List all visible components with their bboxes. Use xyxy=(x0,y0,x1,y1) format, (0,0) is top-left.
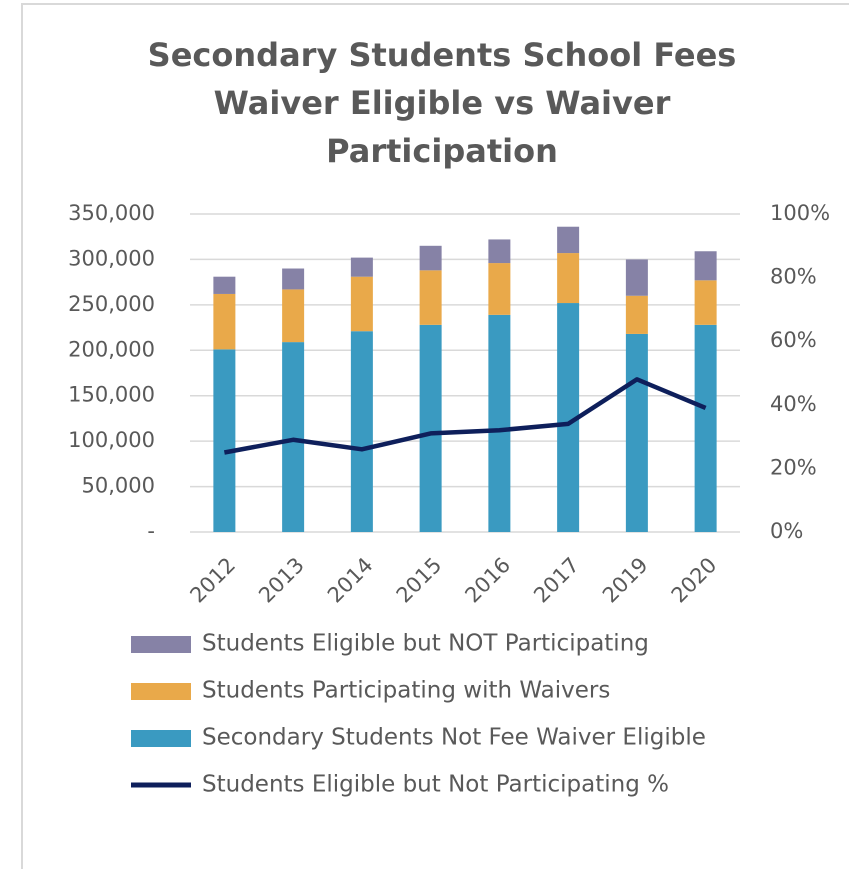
bar xyxy=(213,349,236,532)
x-tick-label: 2020 xyxy=(667,553,722,608)
bar xyxy=(694,280,717,325)
legend-label: Students Eligible but Not Participating … xyxy=(202,772,669,798)
bar xyxy=(488,263,511,315)
x-tick-label: 2017 xyxy=(529,553,584,608)
y2-tick-label: 60% xyxy=(770,328,817,352)
y2-tick-label: 100% xyxy=(770,201,830,225)
y-tick-label: - xyxy=(147,519,155,543)
bar xyxy=(419,270,442,325)
bar xyxy=(625,259,648,296)
chart-title-line: Waiver Eligible vs Waiver xyxy=(214,84,671,122)
bar xyxy=(557,303,580,532)
bar xyxy=(625,333,648,532)
y2-tick-label: 0% xyxy=(770,519,803,543)
x-tick-label: 2015 xyxy=(392,553,447,608)
bar xyxy=(488,239,511,264)
chart-title-line: Secondary Students School Fees xyxy=(148,36,737,74)
x-tick-label: 2019 xyxy=(598,553,653,608)
line xyxy=(223,377,707,455)
y-tick-label: 350,000 xyxy=(68,201,155,225)
x-tick-label: 2016 xyxy=(460,553,515,608)
y-tick-label: 250,000 xyxy=(68,292,155,316)
y2-tick-label: 40% xyxy=(770,392,817,416)
legend-swatch xyxy=(131,636,191,653)
y-tick-label: 100,000 xyxy=(68,428,155,452)
bar xyxy=(282,289,305,343)
x-tick-label: 2013 xyxy=(254,553,309,608)
legend-label: Secondary Students Not Fee Waiver Eligib… xyxy=(202,725,706,751)
y-tick-label: 200,000 xyxy=(68,337,155,361)
y-tick-label: 50,000 xyxy=(82,474,155,498)
bar xyxy=(213,276,236,294)
chart-frame xyxy=(21,3,849,869)
y2-tick-label: 80% xyxy=(770,265,817,289)
bar xyxy=(557,253,580,304)
legend-label: Students Eligible but NOT Participating xyxy=(202,631,649,657)
legend-label: Students Participating with Waivers xyxy=(202,678,610,704)
bar xyxy=(625,295,648,334)
bar xyxy=(419,245,442,271)
bar xyxy=(419,324,442,532)
bar xyxy=(282,268,305,290)
bar xyxy=(694,324,717,532)
bar xyxy=(694,251,717,281)
bar xyxy=(350,276,373,332)
legend-swatch xyxy=(131,683,191,700)
legend-swatch xyxy=(131,730,191,747)
y-tick-label: 300,000 xyxy=(68,246,155,270)
bar xyxy=(350,257,373,277)
chart-title-line: Participation xyxy=(326,132,558,170)
x-tick-label: 2014 xyxy=(323,553,378,608)
bar xyxy=(282,342,305,532)
bar xyxy=(488,314,511,532)
y2-tick-label: 20% xyxy=(770,455,817,479)
x-tick-label: 2012 xyxy=(185,553,240,608)
chart-title: Secondary Students School Fees Waiver Eli… xyxy=(148,36,737,170)
bar xyxy=(213,293,236,350)
bar xyxy=(557,226,580,254)
y-tick-label: 150,000 xyxy=(68,383,155,407)
bar xyxy=(350,331,373,532)
